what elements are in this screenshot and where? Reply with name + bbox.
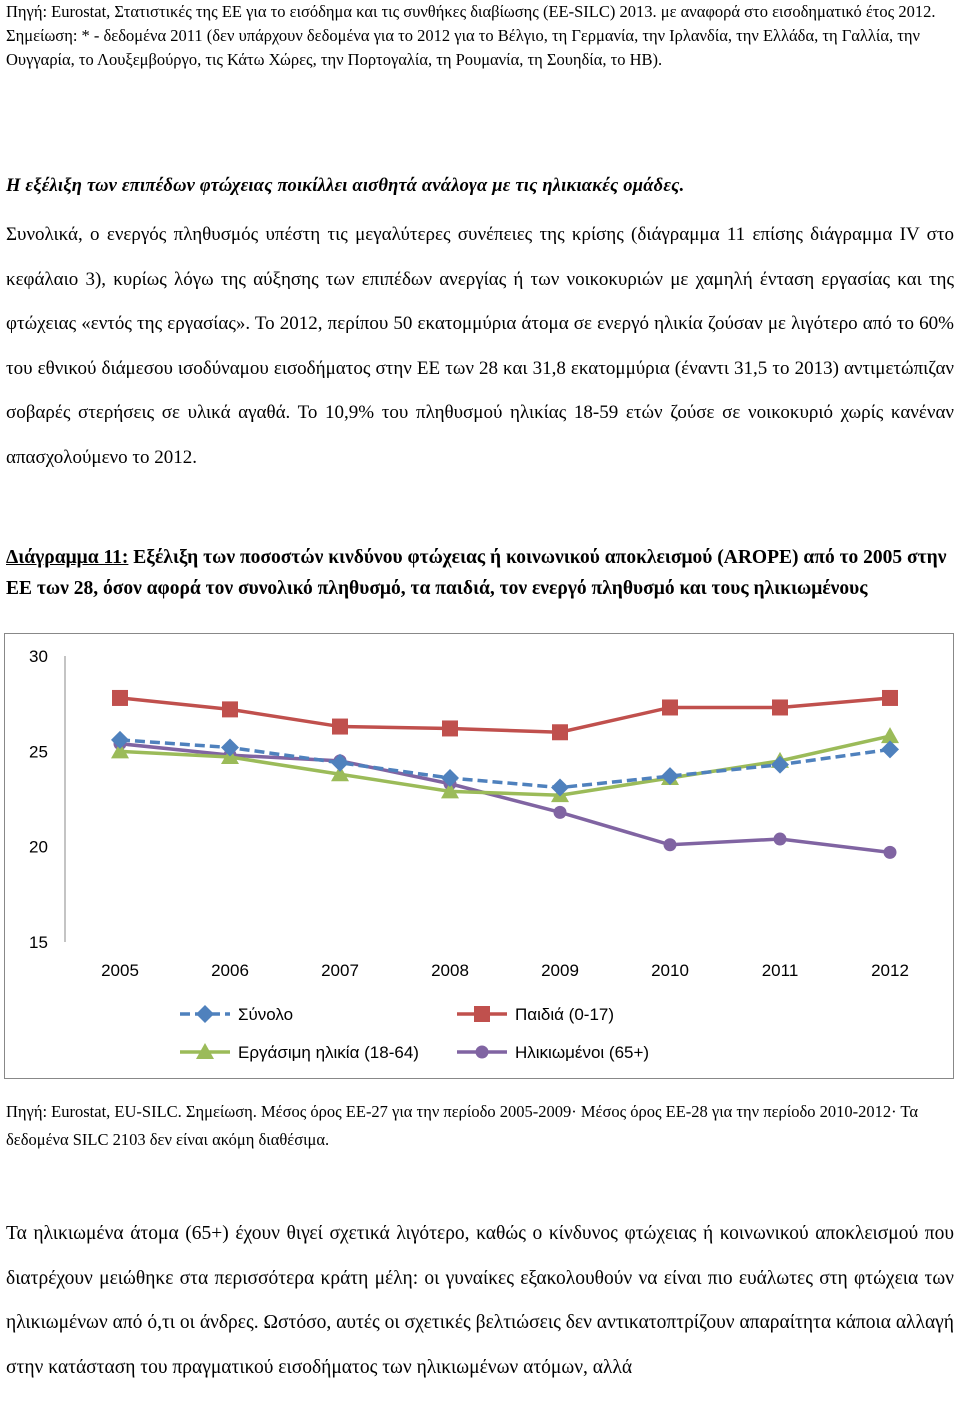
data-point-square bbox=[772, 699, 788, 716]
x-tick-label: 2010 bbox=[651, 961, 689, 980]
y-tick-label: 30 bbox=[29, 647, 48, 666]
x-tick-label: 2009 bbox=[541, 961, 579, 980]
chart-number: Διάγραμμα 11: bbox=[6, 547, 129, 568]
data-point-diamond bbox=[661, 767, 679, 786]
data-point-diamond bbox=[771, 755, 789, 774]
data-point-diamond bbox=[111, 730, 129, 749]
legend-label: Παιδιά (0-17) bbox=[515, 1005, 614, 1024]
data-point-triangle bbox=[331, 765, 349, 782]
data-point-square bbox=[112, 689, 128, 706]
legend-label: Ηλικιωμένοι (65+) bbox=[515, 1043, 649, 1062]
data-point-square bbox=[552, 724, 568, 741]
data-point-triangle bbox=[441, 782, 459, 799]
chart-source-note: Πηγή: Eurostat, EU-SILC. Σημείωση. Μέσος… bbox=[6, 1102, 919, 1149]
x-tick-label: 2008 bbox=[431, 961, 469, 980]
legend-marker-square bbox=[474, 1006, 490, 1022]
data-point-square bbox=[332, 718, 348, 735]
data-point-diamond bbox=[551, 778, 569, 797]
data-point-circle bbox=[663, 838, 677, 852]
x-tick-label: 2005 bbox=[101, 961, 139, 980]
chart-title: Διάγραμμα 11: Εξέλιξη των ποσοστών κινδύ… bbox=[6, 542, 954, 604]
data-point-diamond bbox=[881, 740, 899, 759]
series-line bbox=[119, 734, 891, 797]
legend-marker-circle bbox=[475, 1045, 489, 1059]
body-paragraph-2: Τα ηλικιωμένα άτομα (65+) έχουν θιγεί σχ… bbox=[6, 1223, 954, 1378]
section-heading: Η εξέλιξη των επιπέδων φτώχειας ποικίλλε… bbox=[6, 176, 685, 196]
data-point-diamond bbox=[221, 738, 239, 757]
data-point-circle bbox=[773, 832, 787, 846]
data-point-square bbox=[222, 701, 238, 718]
series-line bbox=[119, 738, 891, 790]
data-point-triangle bbox=[111, 742, 129, 759]
data-point-triangle bbox=[881, 727, 899, 744]
source-note-top: Πηγή: Eurostat, Στατιστικές της ΕΕ για τ… bbox=[6, 2, 936, 69]
data-point-diamond bbox=[441, 769, 459, 788]
chart-title-text: Εξέλιξη των ποσοστών κινδύνου φτώχειας ή… bbox=[6, 547, 947, 599]
chart-container: 30 25 20 15 2005 2006 2007 2008 2009 2010 2011 2012… bbox=[4, 633, 954, 1079]
legend-marker-triangle bbox=[196, 1043, 214, 1059]
data-point-square bbox=[882, 689, 898, 706]
x-tick-label: 2011 bbox=[762, 961, 799, 980]
line-chart: 30 25 20 15 2005 2006 2007 2008 2009 2010 2011 2012… bbox=[29, 647, 909, 1062]
body-paragraph-1: Συνολικά, ο ενεργός πληθυσμός υπέστη τις… bbox=[6, 224, 954, 468]
series-line bbox=[119, 741, 891, 855]
data-point-diamond bbox=[331, 753, 349, 772]
y-tick-label: 20 bbox=[29, 838, 48, 857]
legend-marker-diamond bbox=[196, 1005, 214, 1023]
data-point-square bbox=[662, 699, 678, 716]
data-point-circle bbox=[553, 805, 567, 819]
x-tick-label: 2006 bbox=[211, 961, 249, 980]
legend-label: Εργάσιμη ηλικία (18-64) bbox=[238, 1043, 419, 1062]
x-tick-label: 2012 bbox=[871, 961, 909, 980]
data-point-square bbox=[442, 720, 458, 737]
series-line bbox=[119, 696, 891, 735]
legend-label: Σύνολο bbox=[238, 1005, 293, 1024]
data-point-circle bbox=[883, 845, 897, 859]
x-tick-label: 2007 bbox=[321, 961, 359, 980]
y-tick-label: 25 bbox=[29, 742, 48, 761]
y-tick-label: 15 bbox=[29, 933, 48, 952]
